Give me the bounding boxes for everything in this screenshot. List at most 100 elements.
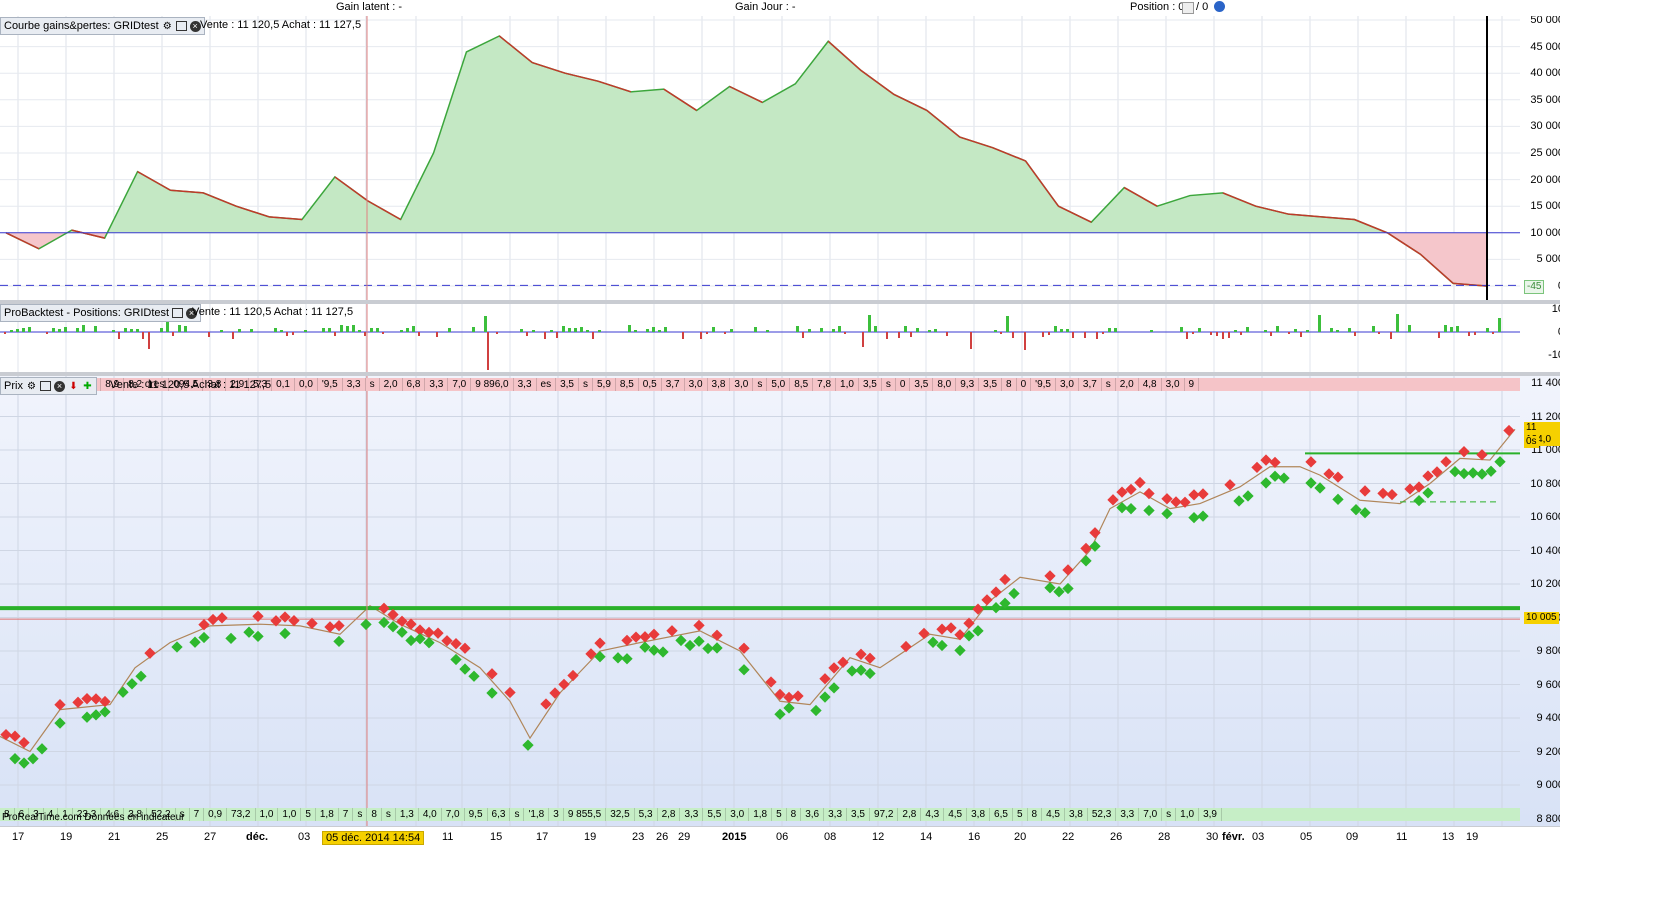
- buy-marker: [117, 686, 129, 698]
- wrench-icon[interactable]: ⚙: [162, 20, 172, 32]
- long-bar: [808, 329, 811, 332]
- gain-latent: Gain latent : -: [336, 1, 403, 13]
- panel-divider[interactable]: [0, 372, 1664, 376]
- long-bar: [664, 327, 667, 332]
- long-bar: [712, 327, 715, 332]
- sell-marker: [1224, 479, 1236, 491]
- sell-order-label: 4,8: [1139, 378, 1162, 391]
- long-bar: [274, 328, 277, 332]
- sell-marker: [639, 631, 651, 643]
- buy-order-label: 1,0: [278, 808, 302, 821]
- buy-marker: [1467, 467, 1479, 479]
- sell-marker: [333, 620, 345, 632]
- buy-order-label: 23,3: [73, 808, 102, 821]
- y-tick-label: 11 400: [1531, 377, 1560, 389]
- buy-marker: [1305, 477, 1317, 489]
- buy-order-label: 7: [339, 808, 354, 821]
- sell-marker: [621, 634, 633, 647]
- level-price-tag: 10 005: [1524, 612, 1559, 624]
- y-tick-label: 25 000: [1530, 147, 1560, 159]
- long-bar: [1276, 326, 1279, 332]
- sell-marker: [324, 621, 336, 633]
- buy-order-label: s: [353, 808, 368, 821]
- buy-order-label: 3,9: [1199, 808, 1222, 821]
- sell-marker: [54, 699, 66, 711]
- sell-order-label: 3,7: [1079, 378, 1102, 391]
- buy-marker: [171, 641, 183, 653]
- drawdown-segment: [137, 170, 171, 191]
- add-icon[interactable]: ✚: [83, 380, 92, 392]
- long-bar: [832, 329, 835, 332]
- sell-marker: [711, 629, 723, 641]
- buy-order-label: 97,2: [870, 808, 899, 821]
- buy-order-label: 5,5: [703, 808, 727, 821]
- short-bar: [1300, 332, 1302, 337]
- window-icon[interactable]: [39, 381, 51, 391]
- short-bar: [4, 332, 6, 334]
- buy-order-label: 6,5: [990, 808, 1013, 821]
- buy-marker: [189, 636, 201, 648]
- buy-order-label: 3,0: [726, 808, 750, 821]
- buy-order-label: 7,0: [1139, 808, 1163, 821]
- buy-marker: [486, 687, 498, 699]
- long-bar: [472, 327, 475, 332]
- drawdown-segment: [170, 189, 204, 194]
- buy-marker: [225, 632, 237, 645]
- long-bar: [1330, 328, 1333, 332]
- window-icon[interactable]: [172, 308, 184, 318]
- close-icon[interactable]: ×: [53, 380, 65, 392]
- sell-order-label: 5,9: [593, 378, 616, 391]
- buy-marker: [9, 753, 21, 765]
- sell-marker: [1260, 454, 1272, 466]
- wrench-icon[interactable]: ⚙: [26, 380, 36, 392]
- buy-marker: [954, 644, 966, 657]
- y-tick-label: 9 000: [1536, 779, 1560, 791]
- x-axis: [0, 826, 1664, 901]
- sell-order-label: 8,5: [790, 378, 814, 391]
- buy-marker: [783, 702, 795, 714]
- buy-order-label: 1,3: [396, 808, 419, 821]
- buy-marker: [396, 626, 408, 638]
- short-bar: [292, 332, 294, 335]
- short-bar: [526, 332, 528, 336]
- sell-order-label: 3,0: [1162, 378, 1185, 391]
- refresh-icon[interactable]: [1214, 1, 1225, 12]
- y-tick-label: 9 200: [1536, 745, 1560, 758]
- short-bar: [118, 332, 120, 339]
- long-bar: [1348, 328, 1351, 332]
- long-bar: [874, 326, 877, 332]
- panel-divider[interactable]: [0, 300, 1664, 304]
- add-indicator-icon[interactable]: ⬇: [69, 380, 78, 392]
- close-icon[interactable]: ×: [189, 20, 201, 32]
- drawdown-segment: [1058, 205, 1092, 223]
- buy-order-label: 5: [1013, 808, 1028, 821]
- buy-marker: [333, 635, 345, 648]
- window-icon[interactable]: [175, 21, 187, 31]
- short-bar: [1210, 332, 1212, 335]
- buy-marker: [1413, 494, 1425, 507]
- position-icon[interactable]: [1182, 2, 1194, 14]
- x-tick-label: 05: [1300, 831, 1313, 843]
- sell-marker: [792, 690, 804, 702]
- x-tick-label: 21: [108, 831, 121, 843]
- sell-marker: [855, 648, 867, 660]
- buy-order-band: 8 6 3 4 1 23,3 4,6 3,8 52,2 s 7 0,9 73,2 1,0 1,0 5 1,8 7 s…: [0, 808, 1520, 821]
- sell-marker: [306, 617, 318, 630]
- buy-marker: [828, 682, 840, 694]
- sell-marker: [450, 638, 462, 650]
- sell-marker: [1080, 542, 1092, 555]
- long-bar: [820, 328, 823, 332]
- close-icon[interactable]: ×: [186, 307, 198, 319]
- sell-marker: [972, 603, 984, 615]
- right-gutter: [1560, 0, 1664, 900]
- sell-order-label: 8,5: [616, 378, 639, 391]
- long-bar: [1066, 329, 1069, 332]
- buy-marker: [1269, 470, 1281, 482]
- long-bar: [82, 325, 85, 332]
- buy-order-label: 5: [301, 808, 316, 821]
- y-tick-label: 30 000: [1530, 120, 1560, 133]
- x-tick-label: 15: [490, 831, 503, 843]
- long-bar: [1336, 330, 1339, 332]
- drawdown-segment: [663, 88, 698, 112]
- position-value: Position : 0: [1130, 1, 1185, 13]
